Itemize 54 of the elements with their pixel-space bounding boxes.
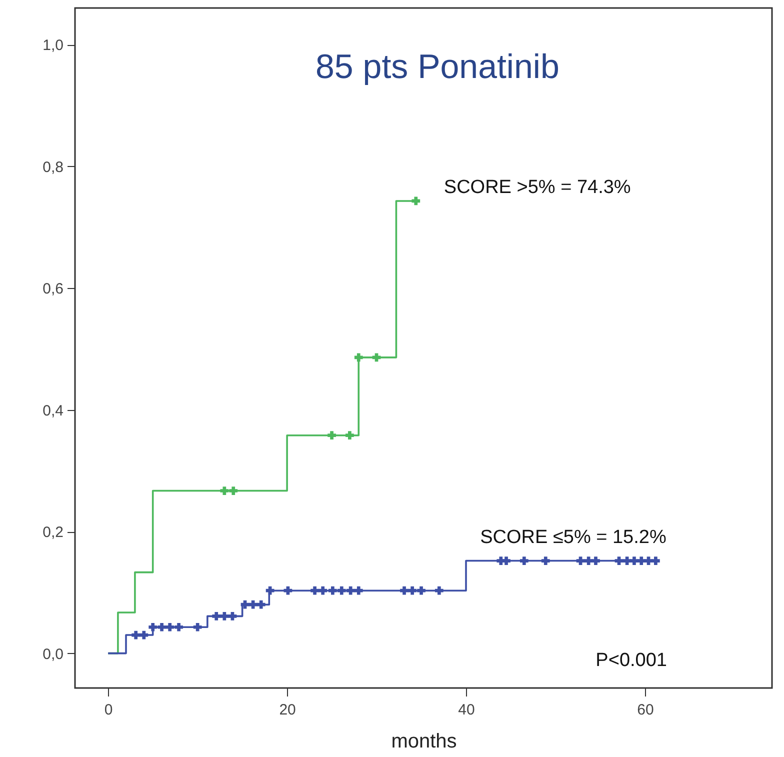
point xyxy=(193,622,202,632)
point xyxy=(346,431,354,440)
point xyxy=(229,486,238,495)
point xyxy=(318,586,328,595)
point xyxy=(652,556,660,565)
point xyxy=(346,586,355,595)
text: 85 pts Ponatinib xyxy=(316,48,560,86)
y-tick-label: 0,2 xyxy=(42,524,64,542)
y-tick-label: 0,6 xyxy=(42,280,64,298)
series-label: SCORE >5% = 74.3% xyxy=(444,176,631,198)
x-tick-label: 20 xyxy=(279,702,296,718)
y-tick-label: 0,8 xyxy=(42,158,64,176)
point xyxy=(166,622,174,632)
point xyxy=(248,600,258,609)
x-tick-label: 0 xyxy=(104,702,113,718)
point xyxy=(576,556,585,565)
point xyxy=(158,622,166,632)
point xyxy=(310,586,319,595)
point xyxy=(502,556,510,565)
x-axis-title: months xyxy=(391,730,457,752)
point xyxy=(354,586,363,595)
y-tick-label: 0,0 xyxy=(42,646,64,663)
y-tick-label: 0,4 xyxy=(42,402,64,420)
point xyxy=(408,586,416,595)
point xyxy=(256,600,266,609)
point xyxy=(174,622,183,632)
point xyxy=(592,556,600,565)
point xyxy=(228,612,237,620)
point xyxy=(266,586,274,595)
x-tick-label: 60 xyxy=(637,702,654,718)
point xyxy=(520,556,528,565)
point xyxy=(637,556,646,565)
point xyxy=(434,586,444,595)
point xyxy=(354,353,363,362)
point xyxy=(417,586,426,595)
point xyxy=(614,556,624,565)
point xyxy=(400,586,408,595)
point xyxy=(328,586,337,595)
point xyxy=(212,612,221,620)
point xyxy=(220,612,229,620)
point xyxy=(284,586,292,595)
point xyxy=(240,600,250,609)
point xyxy=(220,486,229,495)
point xyxy=(412,196,420,206)
point xyxy=(337,586,346,595)
y-tick-label: 1,0 xyxy=(42,37,64,54)
point xyxy=(328,431,336,440)
x-tick-label: 40 xyxy=(458,702,475,718)
point xyxy=(148,622,158,632)
series-label: SCORE ≤5% = 15.2% xyxy=(480,526,666,548)
point xyxy=(541,556,550,565)
point xyxy=(132,630,140,640)
point xyxy=(140,630,148,640)
annotation: P<0.001 xyxy=(596,650,667,671)
